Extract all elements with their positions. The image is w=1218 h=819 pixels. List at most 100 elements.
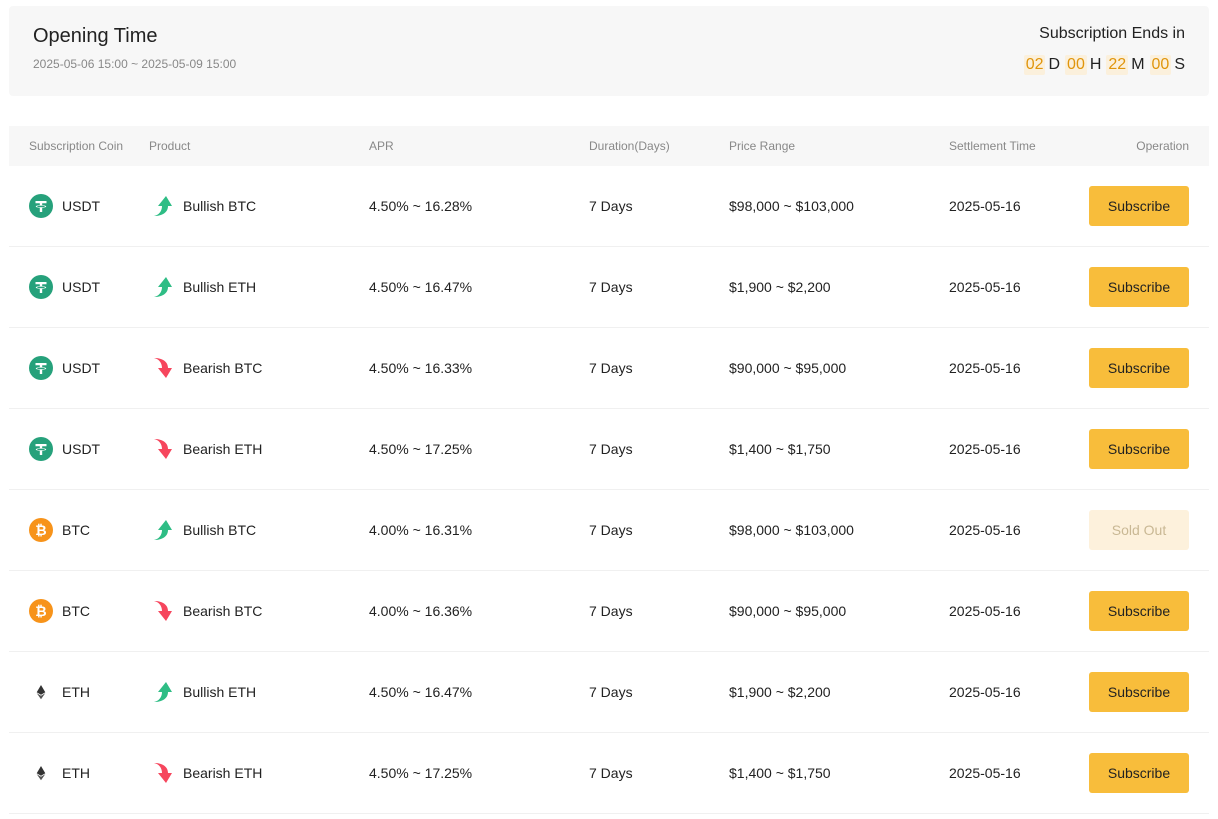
table-row: ETH Bearish ETH 4.50% ~ 17.25% 7 Days $1…	[9, 733, 1209, 814]
settlement-time: 2025-05-16	[949, 198, 1021, 214]
bullish-arrow-icon	[153, 276, 173, 298]
duration: 7 Days	[589, 441, 633, 457]
countdown: 02 D 00 H 22 M 00 S	[1023, 55, 1185, 75]
col-operation: Operation	[1136, 139, 1189, 153]
apr: 4.50% ~ 17.25%	[369, 765, 473, 781]
price-range: $90,000 ~ $95,000	[729, 360, 847, 376]
duration: 7 Days	[589, 198, 633, 214]
countdown-days: 02	[1023, 55, 1046, 75]
product-name: Bullish ETH	[183, 684, 257, 700]
col-settlement-time: Settlement Time	[949, 139, 1036, 153]
apr: 4.50% ~ 17.25%	[369, 441, 473, 457]
countdown-minutes: 22	[1106, 55, 1129, 75]
product-name: Bearish BTC	[183, 603, 263, 619]
table-row: USDT Bearish BTC 4.50% ~ 16.33% 7 Days $…	[9, 328, 1209, 409]
duration: 7 Days	[589, 603, 633, 619]
product-name: Bearish ETH	[183, 441, 263, 457]
subscribe-button[interactable]: Subscribe	[1089, 267, 1189, 307]
subscribe-button[interactable]: Subscribe	[1089, 672, 1189, 712]
bullish-arrow-icon	[153, 681, 173, 703]
price-range: $98,000 ~ $103,000	[729, 522, 854, 538]
product-name: Bullish BTC	[183, 522, 257, 538]
product-name: Bullish ETH	[183, 279, 257, 295]
subscribe-button[interactable]: Subscribe	[1089, 753, 1189, 793]
price-range: $1,400 ~ $1,750	[729, 765, 831, 781]
table-row: USDT Bearish ETH 4.50% ~ 17.25% 7 Days $…	[9, 409, 1209, 490]
coin-name: USDT	[62, 441, 101, 457]
coin-name: ETH	[62, 765, 90, 781]
countdown-unit: S	[1174, 56, 1185, 73]
price-range: $1,900 ~ $2,200	[729, 279, 831, 295]
apr: 4.50% ~ 16.33%	[369, 360, 473, 376]
subscribe-button[interactable]: Subscribe	[1089, 591, 1189, 631]
bearish-arrow-icon	[153, 438, 173, 460]
subscription-coin: USDT	[29, 275, 100, 299]
price-range: $1,400 ~ $1,750	[729, 441, 831, 457]
coin-name: USDT	[62, 198, 101, 214]
settlement-time: 2025-05-16	[949, 279, 1021, 295]
table-row: ₿ BTC Bullish BTC 4.00% ~ 16.31% 7 Days $…	[9, 490, 1209, 571]
settlement-time: 2025-05-16	[949, 684, 1021, 700]
col-subscription-coin: Subscription Coin	[29, 139, 124, 153]
duration: 7 Days	[589, 360, 633, 376]
coin-name: BTC	[62, 522, 90, 538]
table-header: Subscription Coin Product APR Duration(D…	[9, 126, 1209, 166]
product: Bearish BTC	[153, 357, 262, 379]
duration: 7 Days	[589, 684, 633, 700]
subscription-coin: USDT	[29, 194, 100, 218]
countdown-hours: 00	[1065, 55, 1087, 75]
settlement-time: 2025-05-16	[949, 522, 1021, 538]
duration: 7 Days	[589, 522, 633, 538]
btc-icon: ₿	[29, 518, 53, 542]
product-name: Bearish ETH	[183, 765, 263, 781]
product: Bullish ETH	[153, 276, 256, 298]
table-row: USDT Bullish BTC 4.50% ~ 16.28% 7 Days $…	[9, 166, 1209, 247]
bearish-arrow-icon	[153, 357, 173, 379]
table-row: USDT Bullish ETH 4.50% ~ 16.47% 7 Days $…	[9, 247, 1209, 328]
countdown-unit: H	[1089, 56, 1102, 73]
subscription-ends-label: Subscription Ends in	[1039, 25, 1185, 42]
usdt-icon	[29, 194, 53, 218]
subscription-coin: ₿ BTC	[29, 599, 90, 623]
countdown-seconds: 00	[1149, 55, 1172, 75]
svg-text:₿: ₿	[35, 522, 46, 538]
countdown-unit: D	[1048, 56, 1061, 73]
col-apr: APR	[369, 139, 394, 153]
product: Bearish BTC	[153, 600, 262, 622]
opening-time-panel: Opening Time 2025-05-06 15:00 ~ 2025-05-…	[9, 6, 1209, 96]
bearish-arrow-icon	[153, 762, 173, 784]
usdt-icon	[29, 356, 53, 380]
price-range: $98,000 ~ $103,000	[729, 198, 854, 214]
product: Bullish ETH	[153, 681, 256, 703]
col-price-range: Price Range	[729, 139, 796, 153]
apr: 4.00% ~ 16.36%	[369, 603, 473, 619]
duration: 7 Days	[589, 279, 633, 295]
btc-icon: ₿	[29, 599, 53, 623]
subscription-coin: USDT	[29, 437, 100, 461]
subscribe-button[interactable]: Subscribe	[1089, 429, 1189, 469]
apr: 4.50% ~ 16.47%	[369, 279, 473, 295]
table-row: ETH Bullish ETH 4.50% ~ 16.47% 7 Days $1…	[9, 652, 1209, 733]
bullish-arrow-icon	[153, 195, 173, 217]
page-title: Opening Time	[33, 25, 158, 47]
table-row: ₿ BTC Bearish BTC 4.00% ~ 16.36% 7 Days $…	[9, 571, 1209, 652]
subscribe-button[interactable]: Subscribe	[1089, 348, 1189, 388]
usdt-icon	[29, 275, 53, 299]
apr: 4.00% ~ 16.31%	[369, 522, 473, 538]
settlement-time: 2025-05-16	[949, 360, 1021, 376]
col-product: Product	[149, 139, 191, 153]
col-duration: Duration(Days)	[589, 139, 670, 153]
countdown-unit: M	[1131, 56, 1145, 73]
product: Bullish BTC	[153, 519, 256, 541]
price-range: $90,000 ~ $95,000	[729, 603, 847, 619]
eth-icon	[29, 761, 53, 785]
price-range: $1,900 ~ $2,200	[729, 684, 831, 700]
subscribe-button[interactable]: Subscribe	[1089, 186, 1189, 226]
bullish-arrow-icon	[153, 519, 173, 541]
apr: 4.50% ~ 16.47%	[369, 684, 473, 700]
product: Bullish BTC	[153, 195, 256, 217]
svg-text:₿: ₿	[35, 603, 46, 619]
sold-out-button: Sold Out	[1089, 510, 1189, 550]
product-name: Bearish BTC	[183, 360, 263, 376]
settlement-time: 2025-05-16	[949, 765, 1021, 781]
